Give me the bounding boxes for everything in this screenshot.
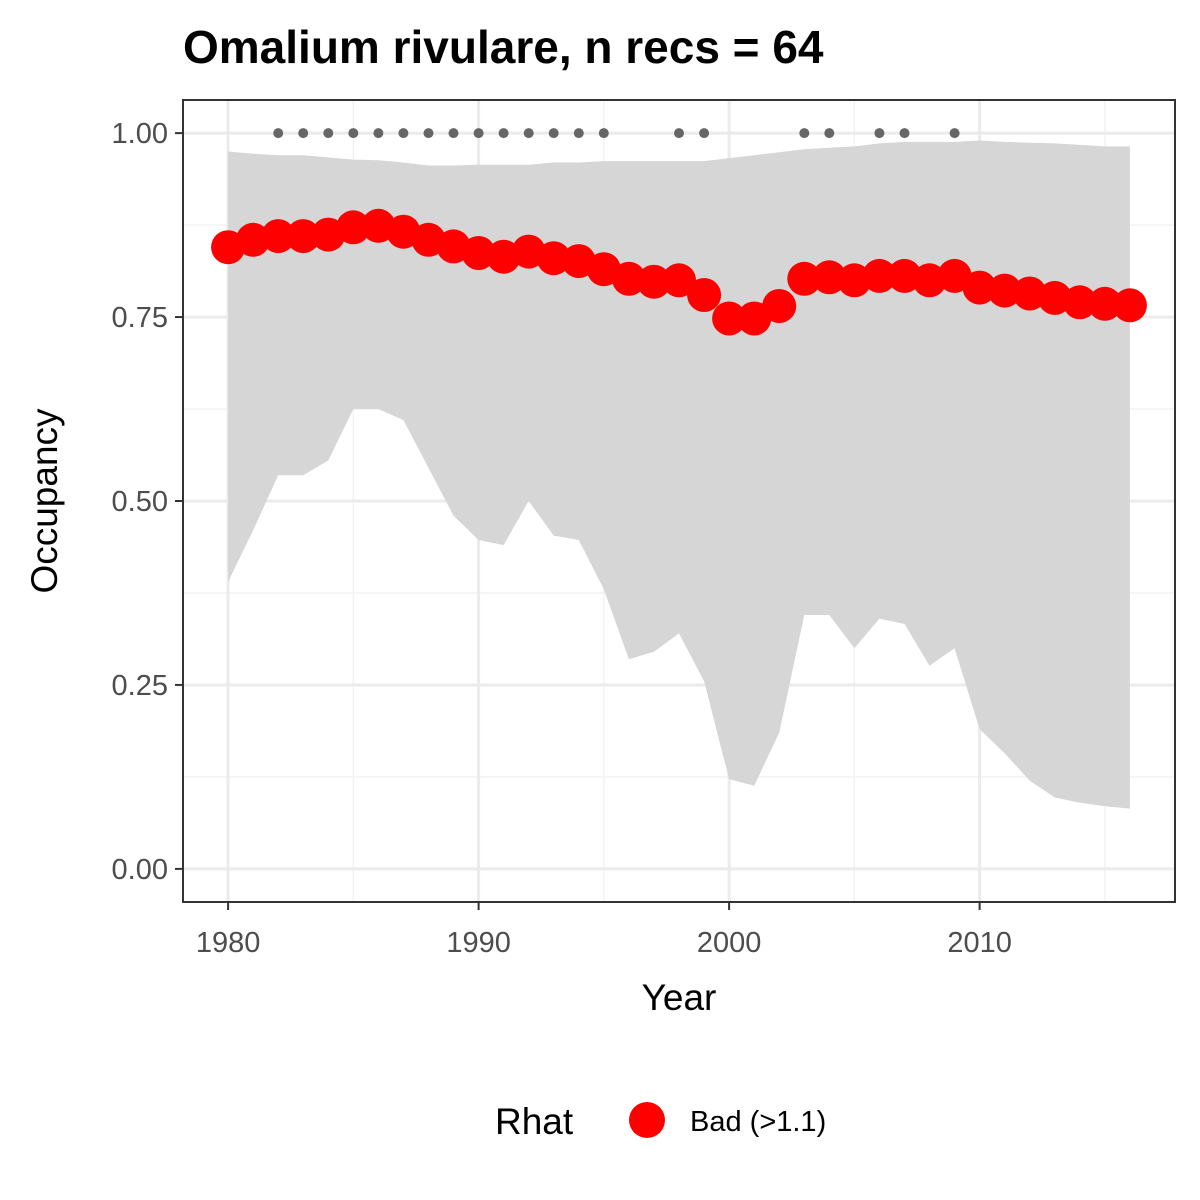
occupancy-point: [1037, 280, 1072, 315]
x-tick-label: 1980: [196, 927, 261, 959]
occupancy-point: [762, 289, 797, 323]
y-tick-label: 0.75: [112, 302, 168, 334]
record-year-dot: [824, 128, 835, 139]
record-year-dot: [573, 128, 584, 139]
occupancy-point: [687, 278, 722, 312]
legend-title: Rhat: [495, 1101, 574, 1142]
record-year-dot: [423, 128, 434, 139]
occupancy-point: [1112, 288, 1147, 323]
occupancy-point: [286, 219, 321, 254]
x-tick-label: 2010: [947, 927, 1012, 959]
legend-key-point: [629, 1102, 665, 1138]
y-tick-label: 0.00: [112, 854, 168, 886]
occupancy-point: [812, 260, 847, 295]
occupancy-point: [1087, 286, 1122, 321]
occupancy-point: [787, 261, 822, 296]
occupancy-point: [837, 263, 872, 298]
record-year-dot: [699, 128, 710, 139]
y-tick-label: 0.50: [112, 486, 168, 518]
x-axis-title: Year: [642, 977, 717, 1018]
y-tick-label: 1.00: [112, 118, 168, 150]
record-year-dot: [949, 128, 960, 139]
occupancy-point: [862, 258, 897, 293]
legend: Rhat Bad (>1.1): [495, 1101, 826, 1142]
occupancy-points: [211, 208, 1147, 336]
y-tick-label: 0.25: [112, 670, 168, 702]
record-year-dot: [448, 128, 459, 139]
record-year-dot: [273, 128, 284, 139]
occupancy-point: [1012, 276, 1047, 311]
record-year-dot: [548, 128, 559, 139]
y-axis: 0.00 0.25 0.50 0.75 1.00: [112, 118, 183, 886]
record-year-dot: [674, 128, 684, 139]
record-year-dot: [899, 128, 910, 139]
occupancy-point: [987, 273, 1022, 308]
record-year-dot: [598, 128, 609, 139]
record-year-markers: [273, 128, 960, 139]
credible-interval-ribbon: [228, 140, 1130, 809]
occupancy-point: [336, 210, 371, 245]
record-year-dot: [398, 128, 409, 139]
legend-item-label: Bad (>1.1): [690, 1106, 826, 1138]
record-year-dot: [298, 128, 309, 139]
x-axis: 1980 1990 2000 2010: [196, 902, 1012, 959]
x-tick-label: 2000: [697, 927, 762, 959]
occupancy-point: [636, 264, 671, 299]
record-year-dot: [473, 128, 484, 139]
record-year-dot: [323, 128, 334, 139]
record-year-dot: [373, 128, 384, 139]
occupancy-point: [912, 263, 947, 298]
occupancy-point: [461, 236, 496, 270]
record-year-dot: [523, 128, 534, 139]
occupancy-point: [962, 270, 997, 305]
x-tick-label: 1990: [446, 927, 511, 959]
occupancy-point: [712, 301, 747, 336]
record-year-dot: [874, 128, 885, 139]
plot-panel: [182, 99, 1176, 903]
occupancy-point: [887, 258, 922, 293]
occupancy-point: [611, 261, 646, 296]
occupancy-point: [236, 222, 271, 257]
chart-title: Omalium rivulare, n recs = 64: [183, 21, 824, 73]
record-year-dot: [348, 128, 359, 139]
occupancy-point: [662, 263, 696, 298]
occupancy-point: [1062, 285, 1097, 320]
occupancy-point: [261, 219, 296, 254]
y-axis-title: Occupancy: [24, 408, 65, 594]
occupancy-point: [536, 241, 571, 276]
record-year-dot: [498, 128, 509, 139]
record-year-dot: [799, 128, 810, 139]
